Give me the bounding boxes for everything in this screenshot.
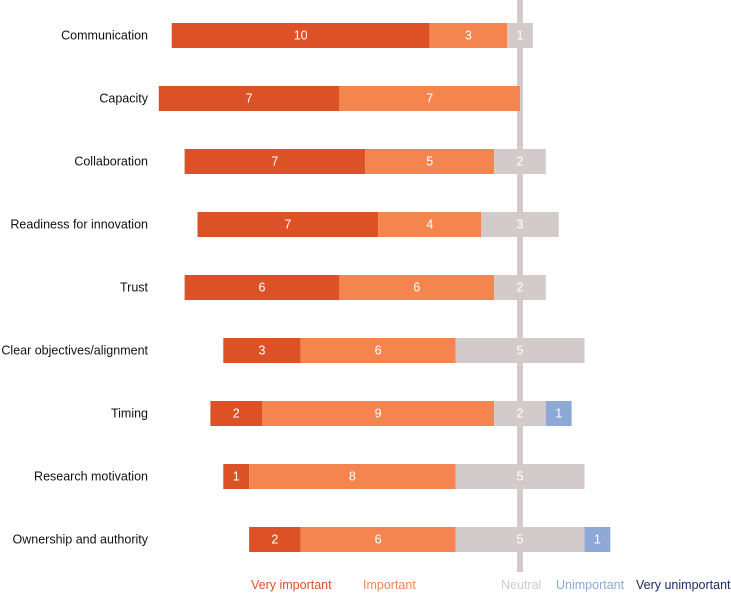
bar-readiness-for-innovation-neutral (481, 212, 559, 237)
bar-communication-neutral (507, 23, 533, 48)
bar-readiness-for-innovation-very-important (197, 212, 379, 237)
category-label-readiness-for-innovation: Readiness for innovation (10, 218, 148, 232)
category-label-research-motivation: Research motivation (34, 470, 148, 484)
bar-collaboration-neutral (494, 149, 546, 174)
bar-ownership-and-authority-unimportant (584, 527, 611, 552)
data-label-ownership-and-authority-important: 6 (375, 533, 382, 547)
category-label-collaboration: Collaboration (74, 155, 148, 169)
data-label-communication-important: 3 (465, 29, 472, 43)
bar-readiness-for-innovation-important (378, 212, 482, 237)
bar-collaboration-very-important (184, 149, 366, 174)
legend-item-neutral: Neutral (501, 578, 542, 592)
legend-item-very-important: Very important (251, 578, 332, 592)
data-label-clear-objectives-alignment-very-important: 3 (259, 344, 266, 358)
data-label-timing-unimportant: 1 (555, 407, 562, 421)
category-label-timing: Timing (111, 407, 148, 421)
bar-timing-unimportant (545, 401, 572, 426)
data-label-readiness-for-innovation-important: 4 (426, 218, 433, 232)
category-label-clear-objectives-alignment: Clear objectives/alignment (1, 344, 148, 358)
bar-communication-very-important (171, 23, 430, 48)
bar-ownership-and-authority-very-important (249, 527, 301, 552)
bar-research-motivation-very-important (223, 464, 250, 489)
category-label-capacity: Capacity (99, 92, 148, 106)
data-label-trust-important: 6 (413, 281, 420, 295)
data-label-timing-very-important: 2 (233, 407, 240, 421)
data-label-communication-neutral: 1 (517, 29, 524, 43)
bar-trust-very-important (184, 275, 340, 300)
data-label-trust-neutral: 2 (517, 281, 524, 295)
bar-research-motivation-important (249, 464, 456, 489)
legend-item-unimportant: Unimportant (556, 578, 625, 592)
bar-ownership-and-authority-neutral (455, 527, 585, 552)
data-label-collaboration-important: 5 (426, 155, 433, 169)
bar-collaboration-important (365, 149, 495, 174)
data-label-ownership-and-authority-neutral: 5 (517, 533, 524, 547)
bar-rows: Communication 10 3 1 Capacity 7 7 Collaboration… (1, 23, 611, 552)
bar-timing-neutral (494, 401, 546, 426)
data-label-readiness-for-innovation-neutral: 3 (517, 218, 524, 232)
data-label-communication-very-important: 10 (294, 29, 308, 43)
bar-clear-objectives-alignment-very-important (223, 338, 301, 363)
legend-item-very-unimportant: Very unimportant (636, 578, 731, 592)
bar-timing-very-important (210, 401, 262, 426)
bar-trust-important (339, 275, 495, 300)
legend-item-important: Important (363, 578, 416, 592)
data-label-timing-important: 9 (375, 407, 382, 421)
data-label-research-motivation-very-important: 1 (233, 470, 240, 484)
bar-capacity-very-important (158, 86, 340, 111)
bar-clear-objectives-alignment-neutral (455, 338, 585, 363)
bar-capacity-important (339, 86, 520, 111)
data-label-trust-very-important: 6 (259, 281, 266, 295)
data-label-ownership-and-authority-unimportant: 1 (594, 533, 601, 547)
data-label-capacity-very-important: 7 (246, 92, 253, 106)
data-label-readiness-for-innovation-very-important: 7 (284, 218, 291, 232)
bar-timing-important (262, 401, 495, 426)
bar-clear-objectives-alignment-important (300, 338, 456, 363)
bar-ownership-and-authority-important (300, 527, 456, 552)
data-label-research-motivation-neutral: 5 (517, 470, 524, 484)
data-label-collaboration-very-important: 7 (271, 155, 278, 169)
bar-research-motivation-neutral (455, 464, 585, 489)
data-label-research-motivation-important: 8 (349, 470, 356, 484)
category-label-ownership-and-authority: Ownership and authority (13, 533, 149, 547)
bar-communication-important (429, 23, 508, 48)
data-label-capacity-important: 7 (426, 92, 433, 106)
category-label-trust: Trust (120, 281, 149, 295)
bar-trust-neutral (494, 275, 546, 300)
data-label-clear-objectives-alignment-neutral: 5 (517, 344, 524, 358)
category-label-communication: Communication (61, 29, 148, 43)
data-label-timing-neutral: 2 (517, 407, 524, 421)
data-label-ownership-and-authority-very-important: 2 (271, 533, 278, 547)
data-label-collaboration-neutral: 2 (517, 155, 524, 169)
data-label-clear-objectives-alignment-important: 6 (375, 344, 382, 358)
